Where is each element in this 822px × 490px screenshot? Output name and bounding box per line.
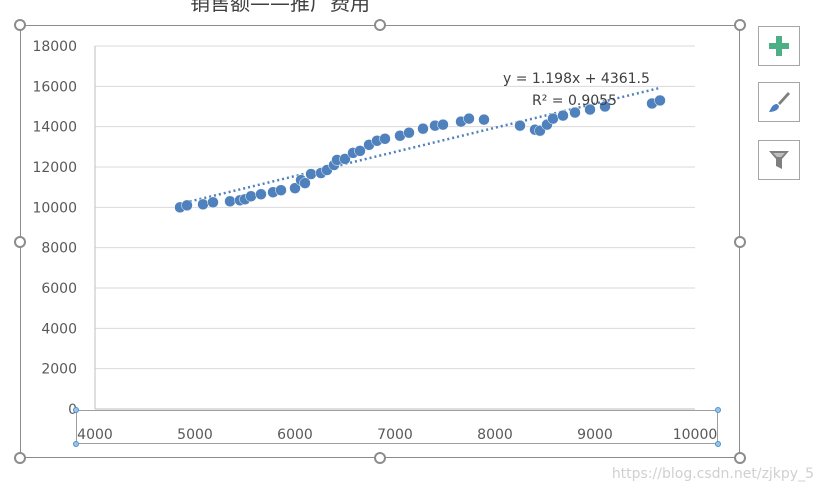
brush-icon: [769, 92, 790, 112]
data-point: [584, 103, 596, 116]
data-point: [599, 100, 611, 113]
x-axis-selection-box[interactable]: [76, 410, 718, 444]
x-tick-label: 7000: [377, 427, 413, 443]
axis-selection-handle[interactable]: [715, 407, 721, 413]
trendline-layer: [179, 86, 661, 206]
data-point: [299, 177, 311, 189]
y-tick-label: 6000: [41, 281, 77, 297]
axis-selection-handle[interactable]: [73, 441, 79, 447]
data-point: [207, 196, 219, 209]
resize-handle-top-left[interactable]: [14, 19, 26, 31]
axis-selection-handle[interactable]: [715, 441, 721, 447]
chart-styles-button[interactable]: [758, 82, 800, 122]
y-tick-label: 4000: [41, 321, 77, 337]
data-point: [224, 195, 236, 208]
chart-filters-button[interactable]: [758, 140, 800, 180]
y-tick-label: 12000: [32, 160, 77, 176]
trendline-r-squared: R² = 0.9055: [532, 93, 617, 109]
data-point: [339, 153, 351, 165]
data-point: [255, 188, 267, 200]
chart-title: 销售额——推广费用: [190, 0, 370, 15]
data-point: [437, 118, 449, 131]
watermark-text: https://blog.csdn.net/zjkpy_5: [611, 466, 814, 482]
data-point: [654, 94, 666, 107]
resize-handle-bottom[interactable]: [374, 452, 386, 464]
data-point: [547, 112, 559, 125]
tick-labels: 0 2000 4000 6000 8000 10000 12000 14000 16000 180…: [32, 39, 717, 443]
data-point: [379, 133, 391, 145]
data-point: [557, 109, 569, 122]
chart-elements-button[interactable]: [758, 26, 800, 66]
data-point: [514, 119, 526, 132]
y-tick-label: 14000: [32, 120, 77, 136]
x-tick-label: 9000: [577, 427, 613, 443]
data-point: [417, 122, 429, 135]
data-point: [403, 126, 415, 139]
x-tick-label: 5000: [177, 427, 213, 443]
y-tick-label: 0: [68, 402, 77, 418]
x-tick-label: 6000: [277, 427, 313, 443]
data-point: [569, 106, 581, 119]
data-points: [174, 94, 666, 214]
plus-icon: [769, 36, 789, 56]
filter-icon: [769, 151, 789, 169]
data-point: [275, 184, 287, 196]
axes: [94, 46, 695, 410]
x-tick-label: 10000: [673, 427, 718, 443]
data-point: [197, 198, 209, 211]
resize-handle-bottom-right[interactable]: [734, 452, 746, 464]
data-point: [478, 113, 490, 126]
y-tick-label: 2000: [41, 362, 77, 378]
resize-handle-top[interactable]: [374, 19, 386, 31]
x-tick-label: 8000: [477, 427, 513, 443]
data-point: [181, 199, 193, 212]
resize-handle-right[interactable]: [734, 236, 746, 248]
gridlines: [95, 45, 695, 370]
axis-selection-handle[interactable]: [73, 407, 79, 413]
x-tick-label: 4000: [77, 427, 113, 443]
resize-handle-bottom-left[interactable]: [14, 452, 26, 464]
data-point: [245, 190, 257, 202]
linear-trendline: [179, 86, 661, 206]
y-tick-label: 10000: [32, 200, 77, 216]
y-tick-label: 8000: [41, 241, 77, 257]
trendline-equation: y = 1.198x + 4361.5: [503, 71, 650, 87]
data-point: [463, 112, 475, 125]
data-point: [354, 145, 366, 157]
y-tick-label: 16000: [32, 79, 77, 95]
data-point: [305, 168, 317, 180]
y-tick-label: 18000: [32, 39, 77, 55]
resize-handle-top-right[interactable]: [734, 19, 746, 31]
resize-handle-left[interactable]: [14, 236, 26, 248]
data-point: [289, 182, 301, 194]
